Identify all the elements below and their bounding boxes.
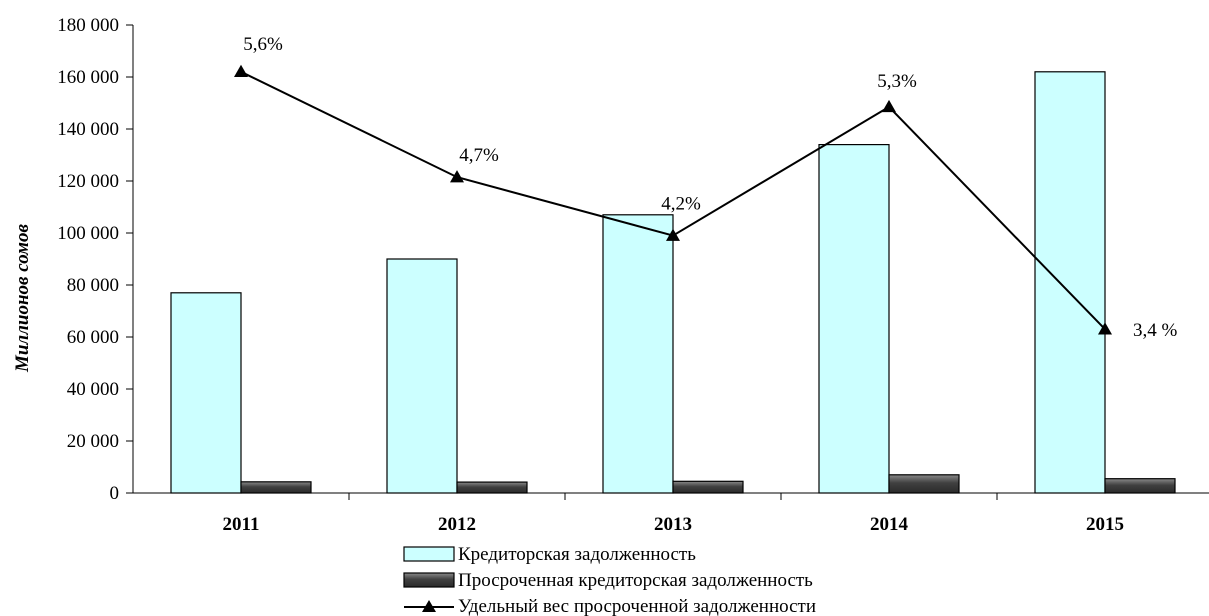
share-data-label: 3,4 % — [1133, 320, 1178, 341]
axes: 0 20 000 40 000 60 000 80 000 100 000 120 000 1… — [57, 15, 1209, 535]
legend-label-share: Удельный вес просроченной задолженности — [458, 596, 816, 616]
legend-swatch-overdue-payable — [403, 572, 455, 588]
line-series — [234, 64, 1112, 335]
share-marker — [882, 99, 896, 113]
legend-label-overdue-payable: Просроченная кредиторская задолженность — [458, 570, 813, 591]
bar-accounts-payable — [818, 144, 890, 494]
x-tick-label: 2012 — [438, 514, 476, 535]
share-data-label: 5,3% — [877, 71, 917, 92]
y-tick-label: 60 000 — [67, 327, 119, 348]
y-tick-label: 160 000 — [57, 67, 119, 88]
x-tick-label: 2011 — [223, 514, 260, 535]
legend: Кредиторская задолженность Просроченная к… — [403, 544, 816, 616]
y-tick-label: 40 000 — [67, 379, 119, 400]
bar-overdue-payable — [240, 481, 312, 494]
bars — [170, 71, 1176, 494]
labels: 5,6% 4,7% 4,2% 5,3% 3,4 % — [243, 34, 1177, 341]
y-tick-label: 20 000 — [67, 431, 119, 452]
y-tick-label: 80 000 — [67, 275, 119, 296]
bar-overdue-payable — [456, 481, 528, 494]
y-axis-label: Миллионов сомов — [12, 223, 33, 373]
legend-swatch-share-marker — [422, 600, 436, 612]
share-data-label: 4,2% — [661, 194, 701, 215]
legend-label-accounts-payable: Кредиторская задолженность — [458, 544, 696, 565]
share-marker — [1098, 322, 1112, 335]
legend-swatch-accounts-payable — [403, 546, 455, 562]
bar-accounts-payable — [386, 258, 458, 494]
y-tick-label: 140 000 — [57, 119, 119, 140]
bar-accounts-payable — [1034, 71, 1106, 494]
y-tick-label: 120 000 — [57, 171, 119, 192]
share-marker — [234, 64, 248, 78]
share-data-label: 4,7% — [459, 145, 499, 166]
x-tick-label: 2013 — [654, 514, 692, 535]
bar-overdue-payable — [1104, 478, 1176, 494]
x-tick-label: 2015 — [1086, 514, 1124, 535]
share-marker — [450, 170, 464, 183]
x-tick-label: 2014 — [870, 514, 909, 535]
bar-overdue-payable — [888, 474, 960, 494]
bar-accounts-payable — [170, 292, 242, 494]
bar-accounts-payable — [602, 214, 674, 494]
share-data-label: 5,6% — [243, 34, 283, 55]
share-marker — [666, 228, 680, 241]
y-tick-label: 180 000 — [57, 15, 119, 36]
y-tick-label: 0 — [110, 483, 120, 504]
bar-overdue-payable — [672, 480, 744, 494]
y-tick-label: 100 000 — [57, 223, 119, 244]
